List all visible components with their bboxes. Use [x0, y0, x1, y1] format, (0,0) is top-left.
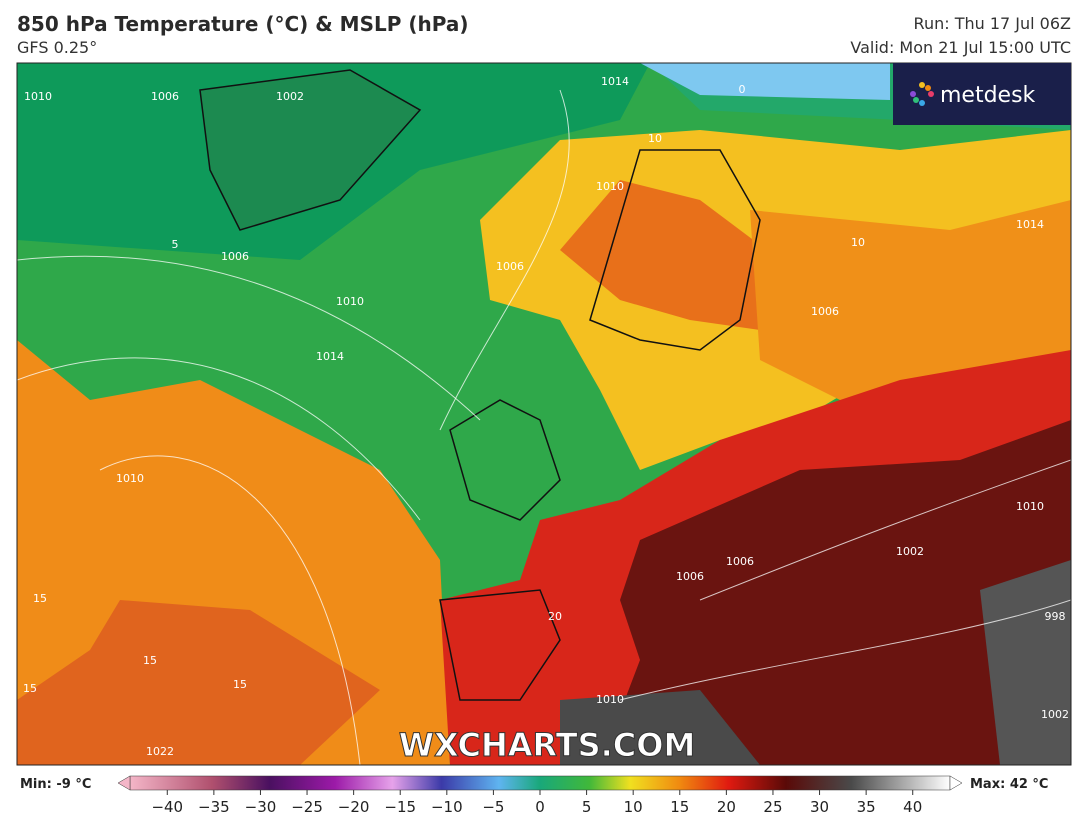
valid: Valid: Mon 21 Jul 15:00 UTC	[850, 38, 1071, 57]
colorbar-tick-label: −40	[151, 798, 183, 816]
logo-mark	[910, 82, 934, 106]
colorbar-tick-label: −5	[482, 798, 504, 816]
map-label: 5	[172, 238, 179, 251]
colorbar-tick-label: −15	[384, 798, 416, 816]
map-label: 10	[851, 236, 865, 249]
map-label: 0	[739, 83, 746, 96]
colorbar-tick-label: 25	[763, 798, 782, 816]
map-label: 15	[23, 682, 37, 695]
colorbar-tick-label: 20	[717, 798, 736, 816]
colorbar-tick-label: −25	[291, 798, 323, 816]
map-label: 15	[33, 592, 47, 605]
colorbar-tick-label: 35	[857, 798, 876, 816]
colorbar-tick-label: 5	[582, 798, 592, 816]
colorbar-arrow	[949, 775, 963, 791]
map-label: 1006	[221, 250, 249, 263]
map-label: 1010	[596, 693, 624, 706]
map-label: 15	[143, 654, 157, 667]
run: Run: Thu 17 Jul 06Z	[913, 14, 1071, 33]
logo-box	[893, 63, 1071, 125]
map-label: 1006	[496, 260, 524, 273]
map-label: 20	[548, 610, 562, 623]
title: 850 hPa Temperature (°C) & MSLP (hPa)	[17, 12, 469, 36]
colorbar-tick-label: −10	[431, 798, 463, 816]
map-label: 1010	[1016, 500, 1044, 513]
colorbar	[129, 775, 951, 791]
colorbar-tick-label: 40	[903, 798, 922, 816]
map-label: 10	[648, 132, 662, 145]
colorbar-tick-label: 15	[670, 798, 689, 816]
map-area	[17, 63, 1071, 765]
map-label: 1006	[676, 570, 704, 583]
colorbar-tick-label: −35	[198, 798, 230, 816]
colorbar-tick-label: 0	[535, 798, 545, 816]
map-label: 1014	[316, 350, 344, 363]
map-label: 1002	[276, 90, 304, 103]
map-label: 1006	[811, 305, 839, 318]
watermark: WXCHARTS.COM	[399, 726, 696, 764]
map-label: 1010	[596, 180, 624, 193]
logo: metdesk	[940, 83, 1036, 108]
colorbar-tick-label: 30	[810, 798, 829, 816]
map-label: 1006	[726, 555, 754, 568]
min-label: Min: -9 °C	[20, 777, 91, 792]
model: GFS 0.25°	[17, 38, 98, 57]
map-label: 1010	[336, 295, 364, 308]
colorbar-tick-label: −20	[338, 798, 370, 816]
map-label: 1014	[601, 75, 629, 88]
map-label: 1022	[146, 745, 174, 758]
map-label: 1010	[24, 90, 52, 103]
map-label: 1002	[896, 545, 924, 558]
map-label: 1010	[116, 472, 144, 485]
map-label: 1002	[1041, 708, 1069, 721]
colorbar-tick-label: −30	[245, 798, 277, 816]
colorbar-tick-label: 10	[624, 798, 643, 816]
colorbar-arrow	[117, 775, 131, 791]
map-label: 1014	[1016, 218, 1044, 231]
map-label: 998	[1045, 610, 1066, 623]
max-label: Max: 42 °C	[970, 777, 1048, 792]
map-label: 1006	[151, 90, 179, 103]
map-label: 15	[233, 678, 247, 691]
